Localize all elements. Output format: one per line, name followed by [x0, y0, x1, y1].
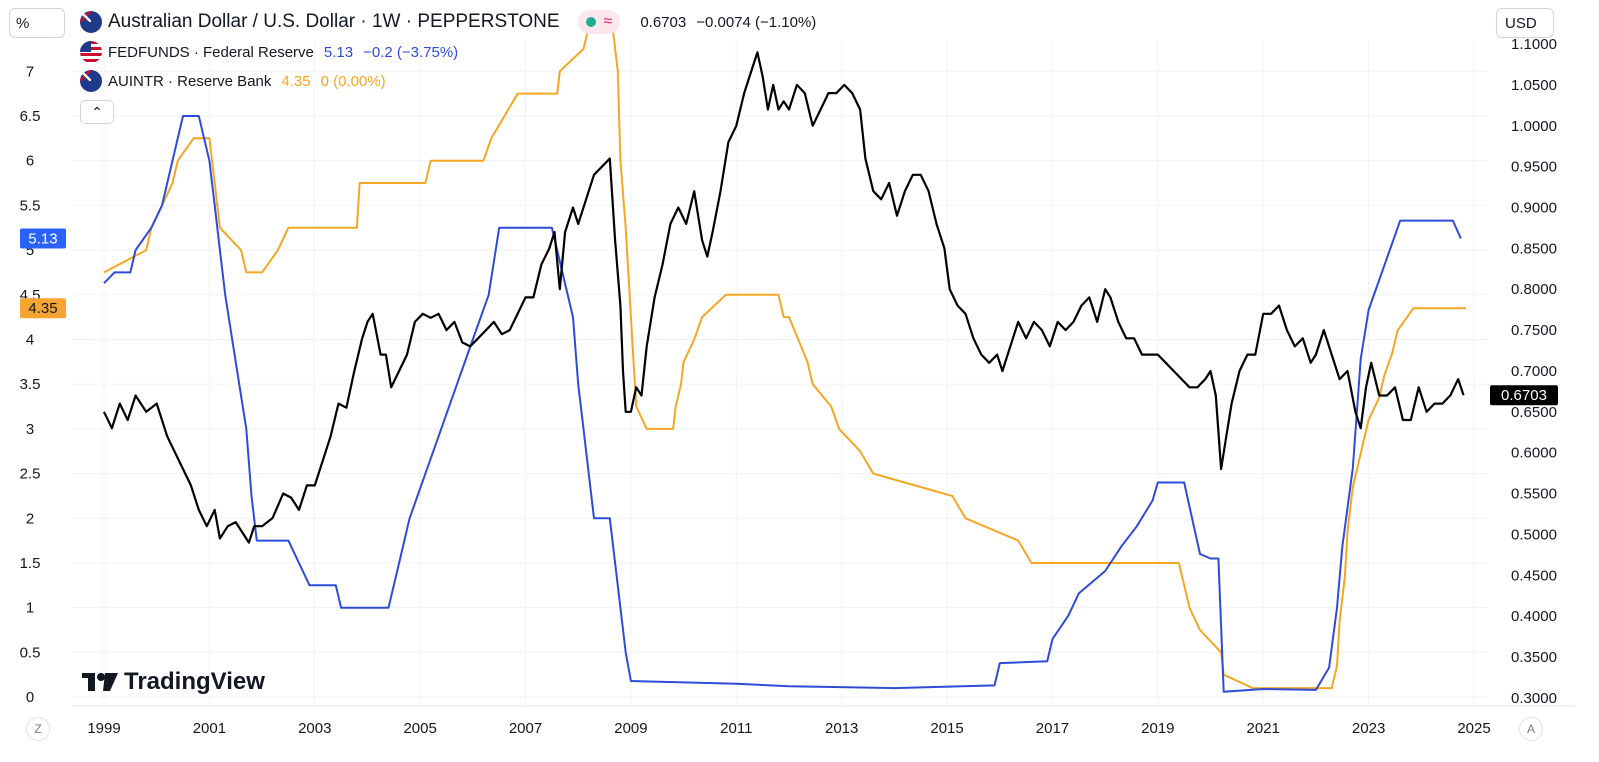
right-tick-label: 1.0000 [1511, 118, 1557, 135]
series-layer [103, 25, 1467, 693]
x-tick-label: 2017 [1036, 720, 1069, 737]
right-tick-label: 0.7000 [1511, 363, 1557, 380]
left-tick-label: 6 [26, 153, 34, 170]
main-symbol-title: Australian Dollar / U.S. Dollar · 1W · P… [108, 11, 560, 32]
left-tick-label: 5.5 [20, 197, 41, 214]
aus-value: 4.35 [281, 72, 311, 90]
legend-auintr[interactable]: AUINTR · Reserve Bank 4.35 0 (0.00%) [80, 70, 386, 92]
legend-main[interactable]: Australian Dollar / U.S. Dollar · 1W · P… [80, 10, 816, 34]
fed-value: 5.13 [323, 43, 354, 61]
left-tick-label: 1.5 [20, 555, 41, 572]
price-last-value-tag: 0.6703 [1501, 387, 1547, 404]
right-tick-label: 1.1000 [1511, 36, 1557, 53]
last-value-tags: 5.13 4.35 0.6703 [20, 228, 1558, 406]
collapse-legend-button[interactable]: ⌃ [80, 100, 114, 124]
x-tick-label: 2005 [403, 720, 436, 737]
us-flag-icon [80, 41, 102, 63]
series-aud-usd [103, 51, 1465, 544]
left-tick-label: 5 [26, 242, 34, 259]
right-tick-label: 0.9500 [1511, 159, 1557, 176]
aus-last-value-tag: 4.35 [28, 300, 57, 317]
left-tick-label: 2 [26, 510, 34, 527]
series-auintr [103, 25, 1467, 690]
tradingview-brand: TradingView [124, 668, 265, 695]
x-tick-label: 2011 [720, 720, 752, 737]
x-tick-label: 2003 [298, 720, 331, 737]
left-tick-label: 3.5 [20, 376, 41, 393]
left-axis: 00.511.522.533.544.555.566.57 [20, 63, 41, 706]
main-price: 0.6703 [640, 13, 687, 31]
main-change: −0.0074 (−1.10%) [696, 13, 817, 31]
currency-button[interactable]: USD [1496, 8, 1554, 38]
market-status-pill[interactable]: ≈ [577, 10, 621, 34]
series-fedfunds [103, 115, 1462, 693]
approx-icon: ≈ [603, 13, 613, 30]
au-us-flag-icon [80, 11, 102, 33]
left-tick-label: 6.5 [20, 108, 41, 125]
x-tick-label: 2025 [1457, 720, 1490, 737]
x-tick-label: 2021 [1247, 720, 1280, 737]
price-last-value-tag-bg [1490, 385, 1558, 406]
market-open-icon [585, 17, 596, 27]
aus-change: 0 (0.00%) [320, 72, 386, 90]
x-tick-label: 1999 [87, 720, 120, 737]
right-tick-label: 0.6500 [1511, 404, 1557, 421]
right-tick-label: 0.7500 [1511, 322, 1557, 339]
right-tick-label: 0.3500 [1511, 649, 1557, 666]
aus-symbol: AUINTR · Reserve Bank [108, 72, 272, 90]
x-tick-label: 2001 [193, 720, 226, 737]
right-tick-label: 0.8500 [1511, 240, 1557, 257]
auto-scale-button[interactable]: A [1519, 717, 1543, 741]
x-tick-label: 2015 [930, 720, 963, 737]
left-tick-label: 7 [26, 63, 34, 80]
zoom-corner-button[interactable]: Z [26, 717, 50, 741]
right-tick-label: 0.9000 [1511, 200, 1557, 217]
x-tick-label: 2019 [1141, 720, 1174, 737]
percent-scale-button[interactable]: % [9, 8, 65, 38]
fed-last-value-tag: 5.13 [28, 230, 57, 247]
left-tick-label: 1 [26, 600, 34, 617]
left-tick-label: 3 [26, 421, 34, 438]
aus-last-value-tag-bg [20, 298, 66, 319]
tradingview-logo[interactable]: TradingView [82, 668, 265, 696]
x-tick-label: 2023 [1352, 720, 1385, 737]
left-tick-label: 0.5 [20, 644, 41, 661]
right-axis: 0.3000 0.3500 0.4000 0.4500 0.5000 0.5500 0.60… [1511, 36, 1557, 707]
left-tick-label: 4 [26, 331, 34, 348]
x-tick-label: 2009 [614, 720, 647, 737]
right-tick-label: 0.5500 [1511, 486, 1557, 503]
right-tick-label: 0.4000 [1511, 608, 1557, 625]
fed-change: −0.2 (−3.75%) [363, 43, 459, 61]
fed-last-value-tag-bg [20, 228, 66, 249]
right-tick-label: 1.0500 [1511, 77, 1557, 94]
left-tick-label: 0 [26, 689, 34, 706]
time-axis: 1999 2001 2003 2005 2007 2009 2011 2013 2015 2017… [87, 720, 1490, 737]
x-tick-label: 2007 [509, 720, 542, 737]
x-tick-label: 2013 [825, 720, 858, 737]
right-tick-label: 0.4500 [1511, 567, 1557, 584]
right-tick-label: 0.5000 [1511, 526, 1557, 543]
chevron-up-icon: ⌃ [91, 104, 103, 120]
right-tick-label: 0.8000 [1511, 281, 1557, 298]
legend-fedfunds[interactable]: FEDFUNDS · Federal Reserve 5.13 −0.2 (−3… [80, 41, 458, 63]
tradingview-mark-icon [82, 673, 118, 691]
gridlines [72, 40, 1575, 707]
right-tick-label: 0.3000 [1511, 690, 1557, 707]
right-tick-label: 0.6000 [1511, 445, 1557, 462]
left-tick-label: 2.5 [20, 466, 41, 483]
au-flag-icon [80, 70, 102, 92]
fed-symbol: FEDFUNDS · Federal Reserve [108, 43, 314, 61]
